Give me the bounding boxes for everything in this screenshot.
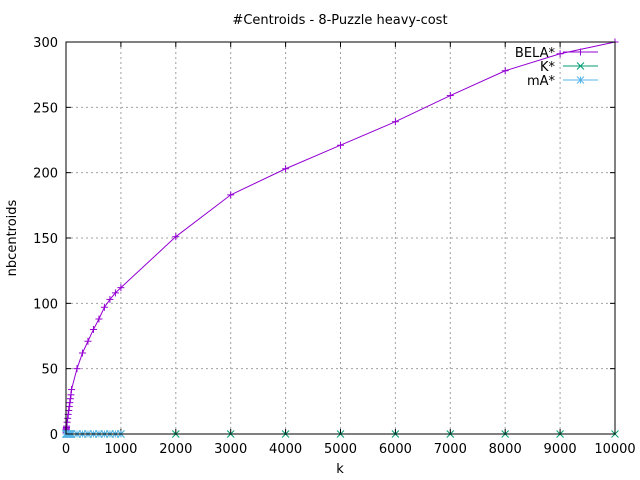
data-point	[117, 284, 125, 292]
legend-marker	[577, 48, 584, 56]
data-point	[106, 295, 114, 303]
legend: BELA*K*mA*	[515, 46, 598, 89]
y-tick-label: 150	[33, 232, 58, 247]
x-axis-label: k	[336, 462, 344, 477]
y-tick-label: 250	[33, 101, 58, 116]
data-point	[227, 191, 235, 199]
x-tick-label: 7000	[434, 442, 467, 457]
data-point	[73, 365, 81, 373]
legend-label: mA*	[527, 74, 556, 89]
x-tick-label: 3000	[214, 442, 247, 457]
data-point	[89, 325, 97, 333]
data-point	[64, 414, 72, 422]
y-tick-label: 100	[33, 297, 58, 312]
plot-frame	[65, 41, 616, 435]
x-tick-label: 2000	[159, 442, 192, 457]
legend-marker	[576, 76, 585, 84]
x-tick-label: 10000	[594, 442, 635, 457]
chart-title: #Centroids - 8-Puzzle heavy-cost	[232, 13, 447, 28]
data-point	[67, 386, 75, 394]
data-point	[446, 92, 454, 100]
y-axis-label: nbcentroids	[5, 199, 20, 276]
data-point	[66, 399, 74, 407]
grid-lines	[66, 42, 615, 434]
data-point	[67, 391, 75, 399]
x-tick-label: 4000	[269, 442, 302, 457]
data-point	[95, 315, 103, 323]
data-point	[63, 418, 71, 426]
x-tick-label: 5000	[324, 442, 357, 457]
legend-label: BELA*	[515, 46, 556, 61]
x-tick-label: 6000	[379, 442, 412, 457]
data-point	[172, 233, 180, 241]
data-point	[78, 349, 86, 357]
data-point	[63, 422, 71, 430]
tick-labels: 0 1000 2000 3000 4000 5000 6000 7000 8000 9000 100…	[33, 36, 636, 457]
y-tick-label: 200	[33, 167, 58, 182]
y-tick-label: 50	[41, 363, 58, 378]
legend-marker	[576, 62, 585, 70]
data-point	[337, 141, 344, 149]
y-tick-label: 300	[33, 36, 58, 51]
data-point	[100, 303, 108, 311]
data-point	[556, 50, 564, 58]
data-point	[65, 403, 73, 411]
data-point	[84, 337, 92, 345]
x-tick-label: 8000	[489, 442, 522, 457]
x-tick-label: 9000	[544, 442, 577, 457]
x-tick-label: 1000	[104, 442, 137, 457]
data-point	[282, 165, 290, 173]
data-point	[391, 118, 399, 126]
data-point	[66, 395, 74, 403]
x-tick-label: 0	[62, 442, 70, 457]
y-tick-label: 0	[50, 428, 58, 443]
legend-label: K*	[540, 60, 556, 75]
data-point	[111, 289, 119, 297]
data-point	[501, 67, 509, 75]
